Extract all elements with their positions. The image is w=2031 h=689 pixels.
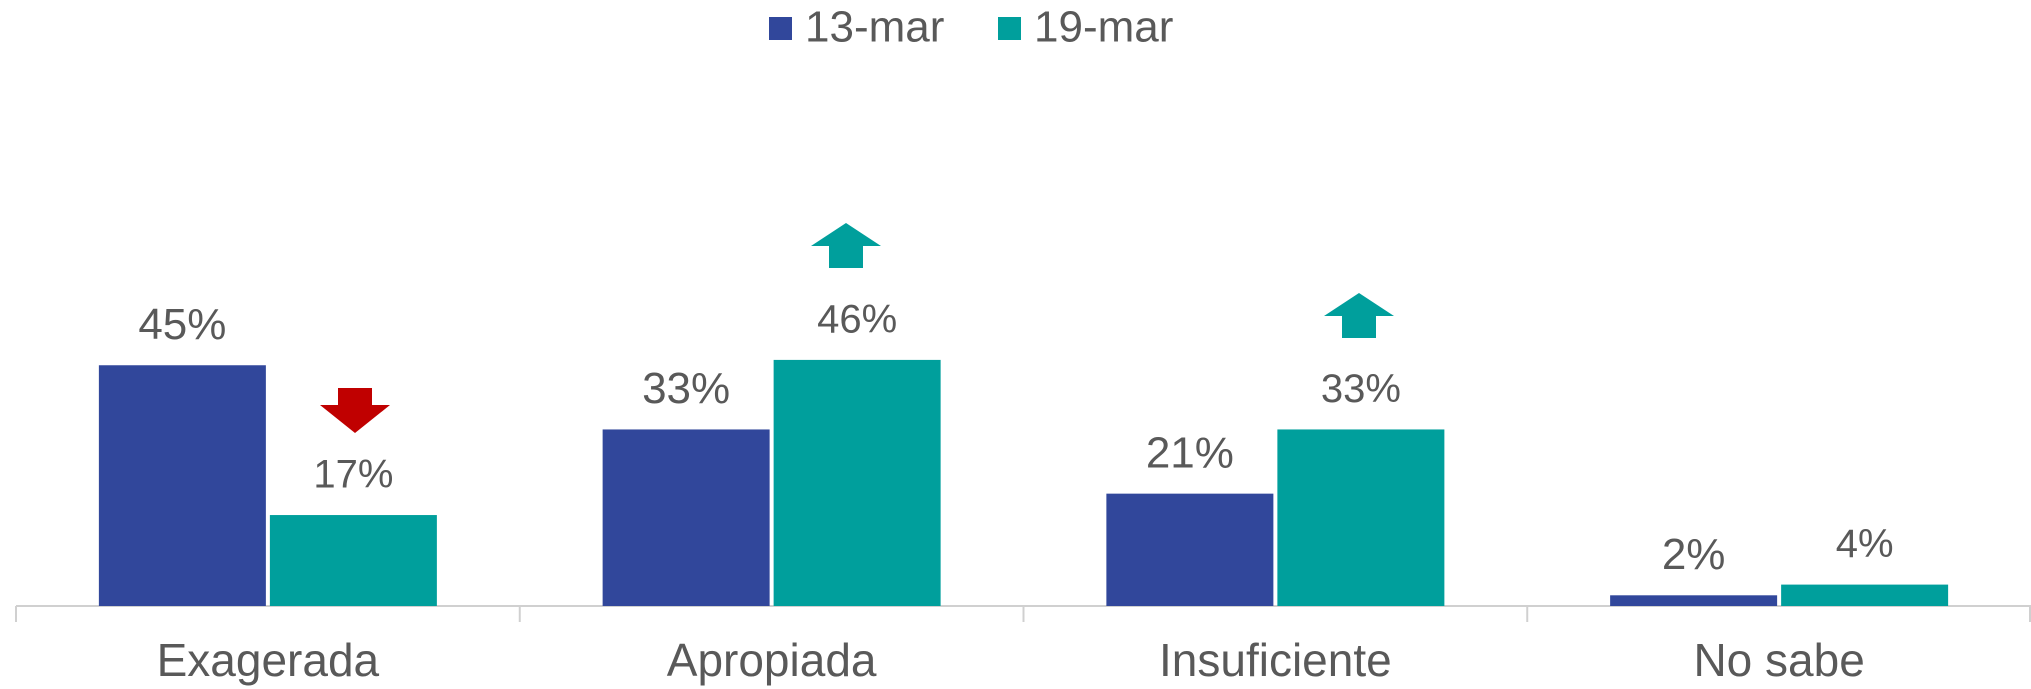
value-label: 45%: [138, 300, 226, 349]
bar: [773, 359, 941, 606]
up-arrow: [811, 223, 881, 268]
legend-label: 19-mar: [1034, 3, 1173, 52]
bar: [1277, 429, 1445, 606]
bar: [1610, 595, 1778, 606]
down-arrow: [320, 388, 390, 433]
x-tick-label: No sabe: [1693, 634, 1864, 686]
value-label: 33%: [1321, 367, 1401, 411]
x-tick-label: Apropiada: [667, 634, 877, 686]
x-tick-label: Insuficiente: [1159, 634, 1392, 686]
legend-swatch: [998, 17, 1021, 40]
bar: [602, 429, 770, 606]
bar: [1781, 584, 1949, 606]
legend-swatch: [769, 17, 792, 40]
value-label: 2%: [1662, 530, 1726, 579]
value-label: 21%: [1146, 428, 1234, 477]
value-label: 17%: [313, 453, 393, 497]
up-arrow: [1324, 293, 1394, 338]
bar: [98, 365, 266, 606]
value-label: 33%: [642, 364, 730, 413]
value-label: 46%: [817, 297, 897, 341]
x-tick-label: Exagerada: [157, 634, 380, 686]
legend-label: 13-mar: [805, 3, 944, 52]
bar: [1106, 493, 1274, 606]
value-label: 4%: [1836, 522, 1894, 566]
bar: [269, 515, 437, 606]
